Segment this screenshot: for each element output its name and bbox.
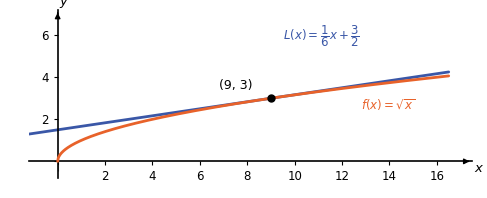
Text: x: x <box>475 162 483 175</box>
Text: $L(x) = \dfrac{1}{6}x + \dfrac{3}{2}$: $L(x) = \dfrac{1}{6}x + \dfrac{3}{2}$ <box>283 24 360 49</box>
Text: $f(x) = \sqrt{x}$: $f(x) = \sqrt{x}$ <box>361 97 415 113</box>
Text: y: y <box>59 0 68 8</box>
Text: (9, 3): (9, 3) <box>219 79 252 92</box>
